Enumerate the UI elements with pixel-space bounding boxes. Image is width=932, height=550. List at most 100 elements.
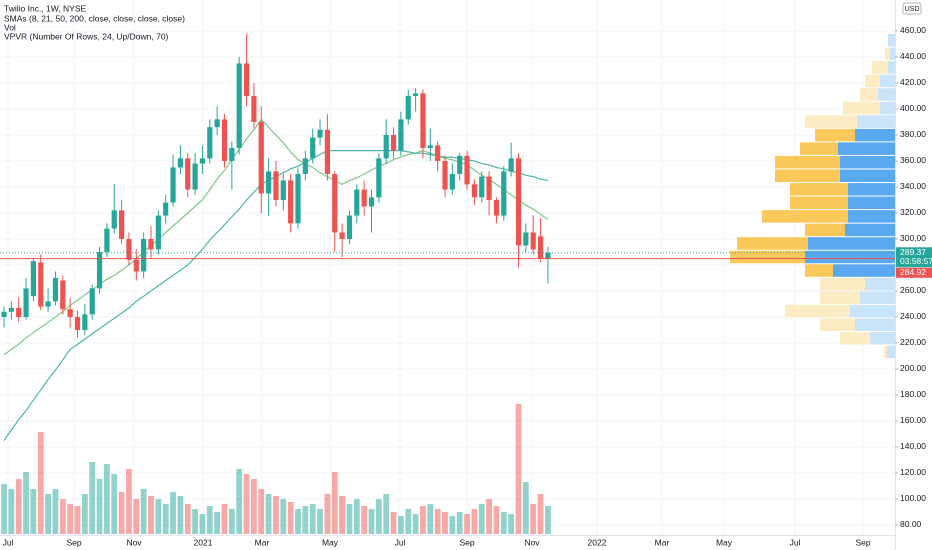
candle-body [457,155,463,174]
volume-bar [434,509,441,534]
volume-bar [471,509,478,534]
profile-down [860,88,878,101]
volume-bar [302,506,309,534]
profile-down [815,128,855,142]
candle-body [515,158,522,246]
candle-body [427,145,433,148]
volume-bar [184,504,191,534]
candle-body [104,228,110,252]
profile-down [884,345,887,359]
volume-bar [148,496,154,534]
volume-bar [390,512,397,534]
candle-body [148,238,154,250]
candle-body [464,155,470,185]
candle-body [89,288,95,315]
candle-body [96,251,103,289]
volume-bar [545,506,551,534]
profile-down [800,142,838,155]
volume-bar [192,509,198,534]
profile-up [805,250,895,264]
last-price-box [896,247,932,268]
candle-body [236,63,242,148]
profile-up [888,61,895,74]
volume-bar [23,472,29,534]
volume-bar [162,504,169,534]
x-tick-label: Mar [655,537,670,547]
profile-down [730,250,805,264]
profile-down [805,115,857,128]
volume-bar [427,504,434,534]
candle-body [67,309,73,317]
profile-up [880,74,895,88]
profile-down [885,47,890,61]
profile-down [840,331,870,345]
profile-down [775,169,840,183]
profile-up [855,318,895,331]
profile-up [887,345,895,359]
volume-bar [530,504,537,534]
profile-up [880,101,895,115]
volume-bar [500,512,507,534]
profile-down [865,74,880,88]
candle-body [405,95,411,120]
currency[interactable]: USD [905,6,920,13]
y-tick-label: 380.00 [900,129,926,139]
candle-body [302,158,308,174]
candle-body [295,173,301,224]
candle-body [280,180,286,200]
volume-bar [339,496,345,534]
candle-body [74,316,81,330]
x-tick-label: Nov [524,537,540,547]
profile-up [840,155,895,169]
y-tick-label: 360.00 [900,155,926,165]
volume-bar [522,482,529,534]
candle-body [141,238,147,272]
candle-body [221,119,228,161]
candle-body [185,158,191,190]
volume-bar [170,492,176,534]
volume-bar [324,494,331,534]
volume-bar [251,479,257,534]
currency-box[interactable] [902,2,922,15]
profile-down [775,155,840,169]
y-tick-label: 400.00 [900,103,926,113]
candle-body [435,145,441,161]
y-tick-label: 100.00 [900,493,926,503]
candle-body [376,158,382,198]
candle-body [133,259,139,272]
candle-body [1,311,7,317]
candle-body [258,121,264,194]
profile-down [805,223,845,237]
candle-body [361,189,367,207]
profile-down [820,277,865,291]
candle-body [354,189,360,216]
candle-body [199,158,206,164]
volume-bar [206,506,213,534]
profile-up [860,291,895,304]
y-tick-label: 80.00 [900,519,922,529]
legend-vpvr: VPVR (Number Of Rows, 24, Up/Down, 70) [4,31,169,41]
volume-bar [236,469,243,534]
profile-down [820,291,860,304]
volume-bar [30,489,37,534]
candle-body [471,184,477,198]
x-tick-label: Sep [855,537,870,547]
volume-profile [730,34,895,359]
candle-body [177,158,183,168]
candle-body [207,127,213,159]
candle-body [486,176,492,200]
candle-body [38,262,44,307]
candle-body [251,95,257,122]
profile-up [833,264,895,277]
volume-bar [331,472,338,534]
profile-down [843,101,880,115]
y-tick-label: 420.00 [900,77,926,87]
candle-body [45,301,51,307]
profile-up [848,210,895,223]
prev-close-label: 284.92 [900,267,926,277]
candle-body [23,288,29,317]
candle-body [52,277,59,302]
x-tick-label: Sep [459,537,474,547]
candle-body [8,307,14,312]
